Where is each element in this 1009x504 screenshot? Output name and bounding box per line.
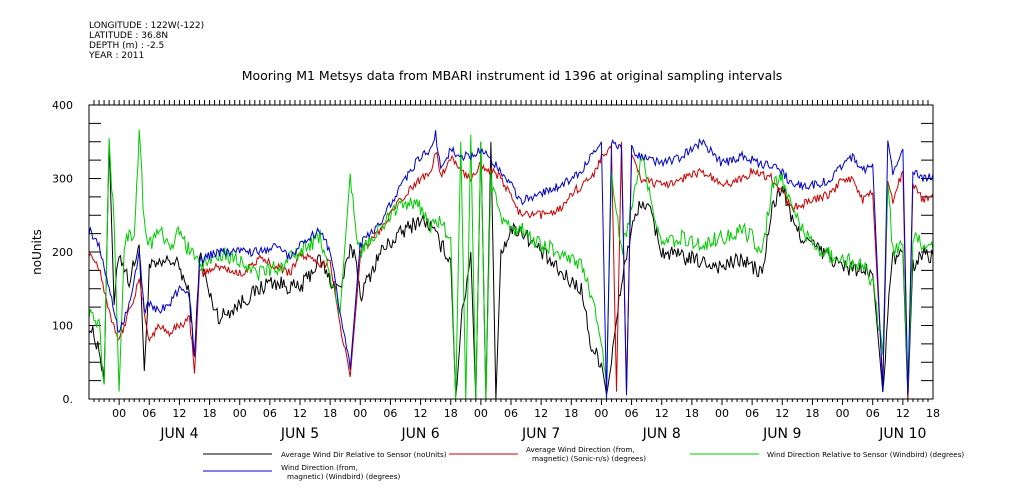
x-tick-label: 18 <box>444 407 458 420</box>
y-tick-labels: 0. 100 200 300 400 <box>52 99 73 406</box>
day-label: JUN 5 <box>280 426 319 442</box>
y-tick-label: 200 <box>52 246 73 259</box>
day-labels: JUN 4 JUN 5 JUN 6 JUN 7 JUN 8 JUN 9 JUN 10 <box>159 426 926 442</box>
plot-frame <box>88 104 934 400</box>
latitude-text: LATITUDE : 36.8N <box>89 31 169 41</box>
x-tick-label: 18 <box>203 407 217 420</box>
day-label: JUN 7 <box>521 426 560 442</box>
x-tick-label: 06 <box>625 407 639 420</box>
longitude-text: LONGITUDE : 122W(-122) <box>89 21 205 31</box>
x-tick-label: 00 <box>112 407 126 420</box>
x-tick-label: 18 <box>805 407 819 420</box>
x-tick-label: 06 <box>263 407 277 420</box>
x-tick-label: 06 <box>142 407 156 420</box>
y-tick-label: 400 <box>52 99 73 112</box>
x-tick-label: 00 <box>594 407 608 420</box>
series-line-2 <box>88 141 934 400</box>
legend-label-4: Wind Direction (from, <box>281 463 358 472</box>
series-lines <box>88 129 934 400</box>
day-label: JUN 4 <box>159 426 198 442</box>
series-line-4 <box>88 130 934 400</box>
y-axis-label: noUnits <box>30 229 44 275</box>
x-tick-label: 06 <box>866 407 880 420</box>
series-line-3 <box>88 129 934 400</box>
legend-label-2: magnetic) (Sonic-n/s) (degrees) <box>532 454 646 463</box>
series-line-1 <box>88 141 934 400</box>
x-tick-label: 12 <box>775 407 789 420</box>
x-tick-label: 00 <box>353 407 367 420</box>
year-text: YEAR : 2011 <box>89 51 145 61</box>
legend-label-2: Average Wind Direction (from, <box>526 445 635 454</box>
x-tick-label: 00 <box>233 407 247 420</box>
x-tick-label: 12 <box>896 407 910 420</box>
x-tick-label: 12 <box>655 407 669 420</box>
x-tick-label: 00 <box>474 407 488 420</box>
day-label: JUN 9 <box>762 426 801 442</box>
x-tick-label: 00 <box>715 407 729 420</box>
x-tick-label: 18 <box>685 407 699 420</box>
x-tick-label: 12 <box>534 407 548 420</box>
x-tick-label: 12 <box>293 407 307 420</box>
x-tick-label: 18 <box>323 407 337 420</box>
x-tick-label: 12 <box>172 407 186 420</box>
day-label: JUN 10 <box>878 426 926 442</box>
y-tick-label: 0. <box>63 393 74 406</box>
x-tick-label: 18 <box>926 407 940 420</box>
chart-title: Mooring M1 Metsys data from MBARI instru… <box>242 68 783 83</box>
x-tick-label: 12 <box>414 407 428 420</box>
tick-marks <box>89 100 933 405</box>
legend: Average Wind Dir Relative to Sensor (noU… <box>203 445 964 481</box>
x-tick-label: 00 <box>836 407 850 420</box>
legend-label-3: Wind Direction Relative to Sensor (Windb… <box>767 450 964 459</box>
depth-text: DEPTH (m) : -2.5 <box>89 41 165 51</box>
x-tick-label: 06 <box>383 407 397 420</box>
x-tick-label: 18 <box>564 407 578 420</box>
x-tick-label: 06 <box>504 407 518 420</box>
x-tick-label: 06 <box>745 407 759 420</box>
y-tick-label: 300 <box>52 173 73 186</box>
day-label: JUN 6 <box>400 426 439 442</box>
station-metadata: LONGITUDE : 122W(-122) LATITUDE : 36.8N … <box>89 21 204 61</box>
y-tick-label: 100 <box>52 320 73 333</box>
x-tick-labels: 00 06 12 18 00 06 12 18 00 06 12 18 00 06 12 18 00 06 12 18… <box>112 407 940 420</box>
legend-label-4: magnetic) (Windbird) (degrees) <box>287 472 400 481</box>
legend-label-1: Average Wind Dir Relative to Sensor (noU… <box>281 450 447 459</box>
day-label: JUN 8 <box>642 426 681 442</box>
